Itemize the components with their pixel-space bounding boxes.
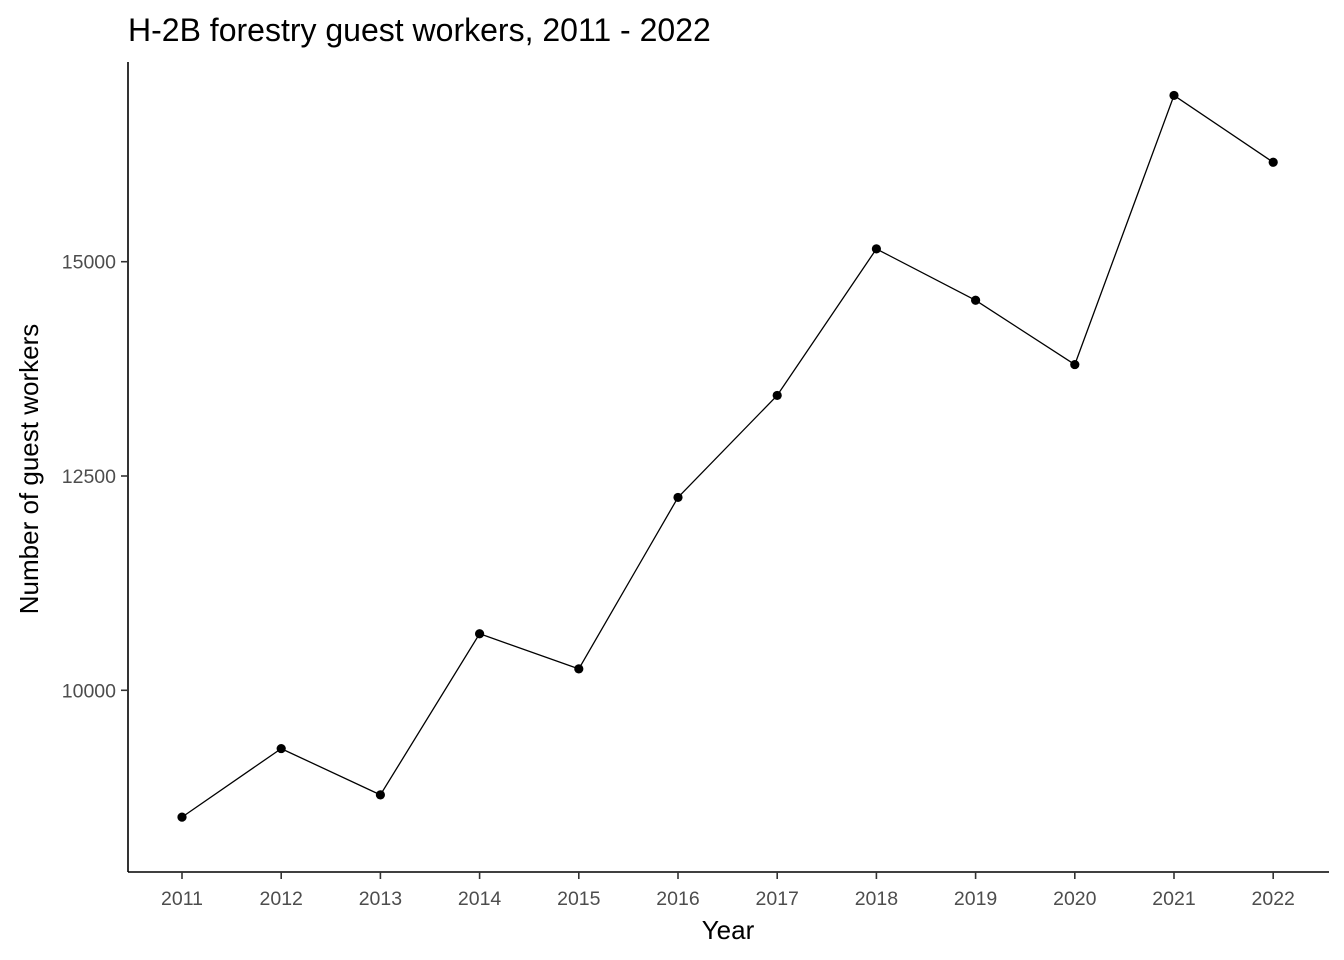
x-tick-label: 2021 <box>1152 888 1195 910</box>
y-tick-label: 10000 <box>62 680 116 702</box>
x-tick-label: 2020 <box>1053 888 1097 910</box>
x-tick-label: 2016 <box>656 888 699 910</box>
data-point-2019 <box>971 295 981 305</box>
x-axis-ticks: 2011 2012 2013 2014 2015 2016 2017 2018 2019 2020… <box>161 872 1295 910</box>
y-tick-label: 15000 <box>62 252 116 274</box>
x-tick-label: 2014 <box>458 888 502 910</box>
x-tick-label: 2017 <box>756 888 799 910</box>
x-tick-label: 2019 <box>954 888 997 910</box>
data-point-2014 <box>475 629 485 639</box>
data-point-2011 <box>177 812 187 822</box>
y-axis-title: Number of guest workers <box>14 324 44 614</box>
plot-area <box>177 90 1278 822</box>
data-point-2013 <box>375 790 385 800</box>
data-point-2016 <box>673 492 683 503</box>
x-tick-label: 2018 <box>855 888 898 910</box>
series-line <box>181 94 1274 818</box>
chart-title: H-2B forestry guest workers, 2011 - 2022 <box>128 12 711 48</box>
y-axis-ticks: 10000 12500 15000 <box>62 252 128 702</box>
data-point-2022 <box>1268 157 1278 167</box>
x-tick-label: 2015 <box>557 888 601 910</box>
data-point-2020 <box>1070 359 1080 370</box>
x-tick-label: 2013 <box>359 888 402 910</box>
data-point-2012 <box>276 743 286 754</box>
data-point-2017 <box>772 390 782 401</box>
data-point-2015 <box>574 664 584 674</box>
data-point-2021 <box>1169 90 1179 101</box>
y-tick-label: 12500 <box>62 466 116 488</box>
x-axis-title: Year <box>702 915 755 945</box>
data-point-2018 <box>871 244 882 254</box>
x-tick-label: 2012 <box>260 888 303 910</box>
x-tick-label: 2011 <box>161 888 203 910</box>
x-tick-label: 2022 <box>1252 888 1295 910</box>
